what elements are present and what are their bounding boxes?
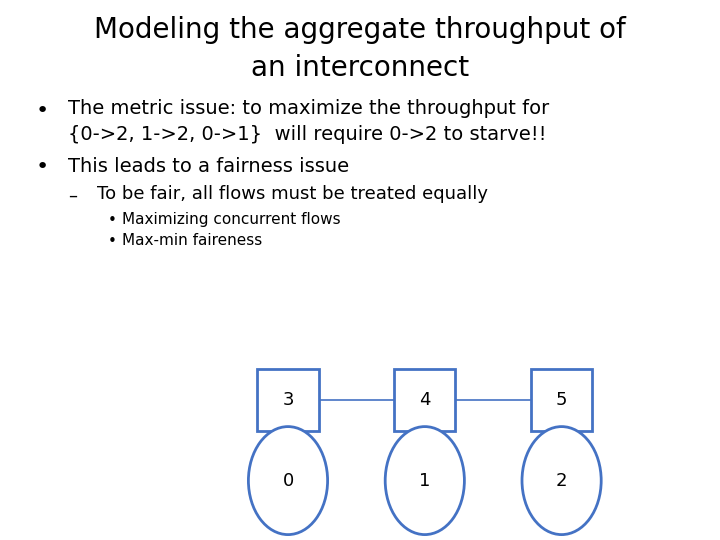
Text: 1: 1 <box>419 471 431 490</box>
Text: 5: 5 <box>556 390 567 409</box>
Text: –: – <box>68 186 78 205</box>
Ellipse shape <box>522 427 601 535</box>
Text: •: • <box>36 157 49 178</box>
FancyBboxPatch shape <box>531 368 593 431</box>
Ellipse shape <box>385 427 464 535</box>
Text: This leads to a fairness issue: This leads to a fairness issue <box>68 157 349 176</box>
Text: Max-min faireness: Max-min faireness <box>122 233 263 248</box>
Text: •: • <box>108 234 117 249</box>
Text: The metric issue: to maximize the throughput for: The metric issue: to maximize the throug… <box>68 98 549 118</box>
Text: Maximizing concurrent flows: Maximizing concurrent flows <box>122 212 341 227</box>
FancyBboxPatch shape <box>258 368 319 431</box>
Text: {0->2, 1->2, 0->1}  will require 0->2 to starve!!: {0->2, 1->2, 0->1} will require 0->2 to … <box>68 125 547 145</box>
Text: •: • <box>36 100 49 121</box>
Text: 2: 2 <box>556 471 567 490</box>
Text: an interconnect: an interconnect <box>251 53 469 82</box>
Text: To be fair, all flows must be treated equally: To be fair, all flows must be treated eq… <box>97 185 488 204</box>
Text: 0: 0 <box>282 471 294 490</box>
FancyBboxPatch shape <box>395 368 455 431</box>
Text: Modeling the aggregate throughput of: Modeling the aggregate throughput of <box>94 16 626 44</box>
Text: 4: 4 <box>419 390 431 409</box>
Ellipse shape <box>248 427 328 535</box>
Text: •: • <box>108 213 117 228</box>
Text: 3: 3 <box>282 390 294 409</box>
